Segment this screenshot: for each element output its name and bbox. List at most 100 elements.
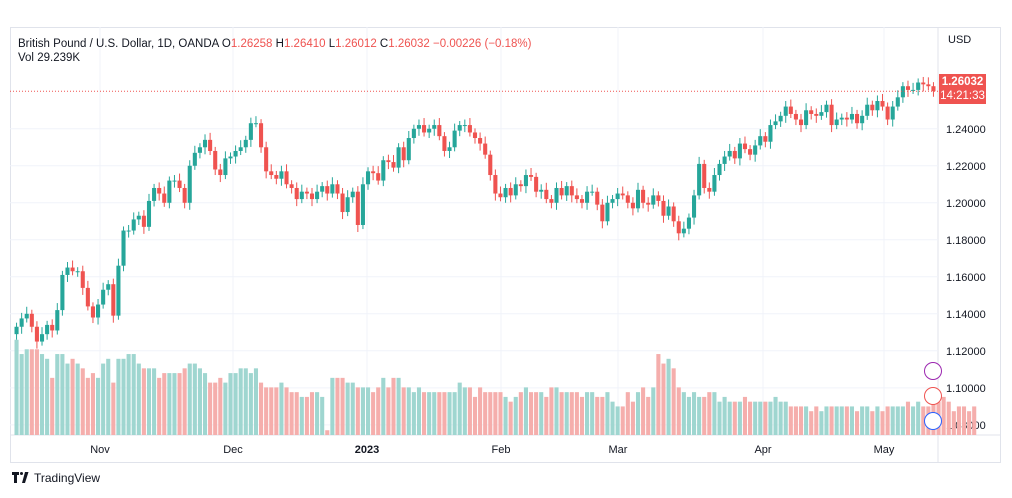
volume-bar	[376, 387, 381, 435]
candle-body	[625, 195, 630, 203]
volume-bar	[661, 363, 666, 435]
volume-bar	[819, 411, 824, 435]
volume-bar	[686, 396, 691, 435]
x-tick-label: Nov	[90, 444, 110, 456]
volume-bar	[106, 358, 111, 435]
candle-body	[350, 191, 355, 198]
volume-bar	[569, 392, 574, 435]
volume-bar	[610, 401, 615, 435]
candle-body	[467, 125, 472, 133]
candle-body	[508, 187, 513, 196]
currency-label[interactable]: USD	[948, 34, 972, 46]
volume-bar	[691, 392, 697, 435]
volume-bar	[85, 377, 90, 435]
volume-bar	[681, 392, 686, 435]
volume-bar	[967, 411, 972, 435]
volume-bar	[814, 406, 819, 435]
volume-bar	[65, 363, 70, 435]
candle-body	[855, 113, 860, 124]
event-marker-icon[interactable]	[924, 362, 942, 380]
candle-body	[197, 147, 202, 153]
volume-bar	[880, 411, 885, 435]
volume-bar	[865, 406, 870, 435]
candle-body	[396, 147, 401, 168]
candle-body	[437, 125, 442, 137]
candle-body	[406, 138, 411, 161]
x-tick-label: May	[874, 444, 895, 456]
volume-bar	[365, 387, 371, 435]
volume-bar	[152, 368, 157, 435]
candle-body	[213, 150, 218, 170]
volume-bar	[427, 392, 432, 435]
volume-bar	[528, 392, 534, 435]
volume-bar	[860, 406, 865, 435]
candle-body	[218, 169, 223, 176]
candle-body	[926, 84, 931, 87]
volume-bar	[146, 368, 152, 435]
price-chart[interactable]: 1.24000 1.22000 1.20000 1.18000 1.16000 1.140…	[10, 27, 1001, 463]
candle-body	[309, 193, 315, 200]
volume-bar	[956, 406, 961, 435]
candle-body	[610, 199, 615, 203]
volume-bar	[508, 401, 513, 435]
high-label: H	[275, 38, 284, 50]
volume-bar	[126, 354, 131, 435]
candle-body	[697, 163, 702, 196]
volume-bar	[320, 396, 325, 435]
candle-body	[238, 147, 243, 151]
bar-countdown: 14:21:33	[940, 90, 985, 102]
volume-bar	[748, 401, 753, 435]
volume-bar	[386, 387, 391, 435]
candle-body	[890, 106, 895, 120]
candle-body	[493, 175, 498, 194]
volume-bar	[136, 363, 141, 435]
candle-body	[55, 310, 60, 331]
candle-body	[931, 86, 936, 92]
candle-body	[14, 326, 19, 335]
candle-body	[804, 110, 809, 126]
candle-body	[248, 123, 253, 140]
candle-body	[401, 147, 406, 161]
candle-body	[829, 104, 834, 126]
candle-body	[34, 326, 39, 342]
volume-bar	[493, 392, 498, 435]
low-label: L	[328, 38, 336, 50]
candle-body	[737, 143, 742, 159]
candle-body	[376, 173, 381, 181]
flag-us-icon[interactable]	[924, 412, 942, 430]
candle-body	[39, 334, 45, 342]
candle-body	[661, 200, 666, 216]
candle-body	[549, 199, 554, 203]
candle-body	[416, 125, 422, 129]
volume-bar	[162, 373, 167, 435]
candle-body	[233, 150, 238, 157]
volume-bar	[961, 406, 967, 435]
flag-uk-icon[interactable]	[924, 387, 942, 405]
candle-body	[671, 206, 676, 222]
volume-bar	[50, 377, 55, 435]
brand-name: TradingView	[34, 471, 101, 485]
candle-body	[921, 82, 926, 85]
candle-body	[85, 287, 90, 307]
event-markers	[924, 362, 942, 437]
candle-body	[157, 187, 162, 194]
volume-bar	[600, 396, 605, 435]
volume-bar	[309, 392, 315, 435]
candle-body	[579, 199, 585, 203]
candle-body	[666, 206, 671, 216]
volume-bar	[325, 430, 330, 435]
candle-body	[916, 82, 921, 90]
candle-body	[788, 106, 793, 114]
chart-legend: British Pound / U.S. Dollar, 1D, OANDA O…	[18, 36, 531, 52]
volume-bar	[564, 392, 569, 435]
candle-body	[905, 86, 911, 90]
candle-body	[65, 267, 70, 275]
volume-bar	[157, 377, 162, 435]
volume-bar	[875, 406, 880, 435]
y-tick-label: 1.12000	[946, 346, 986, 358]
volume-bar	[345, 382, 350, 435]
close-label: C	[379, 38, 389, 50]
candle-body	[274, 175, 279, 179]
candle-body	[911, 89, 916, 91]
candle-body	[692, 195, 697, 218]
